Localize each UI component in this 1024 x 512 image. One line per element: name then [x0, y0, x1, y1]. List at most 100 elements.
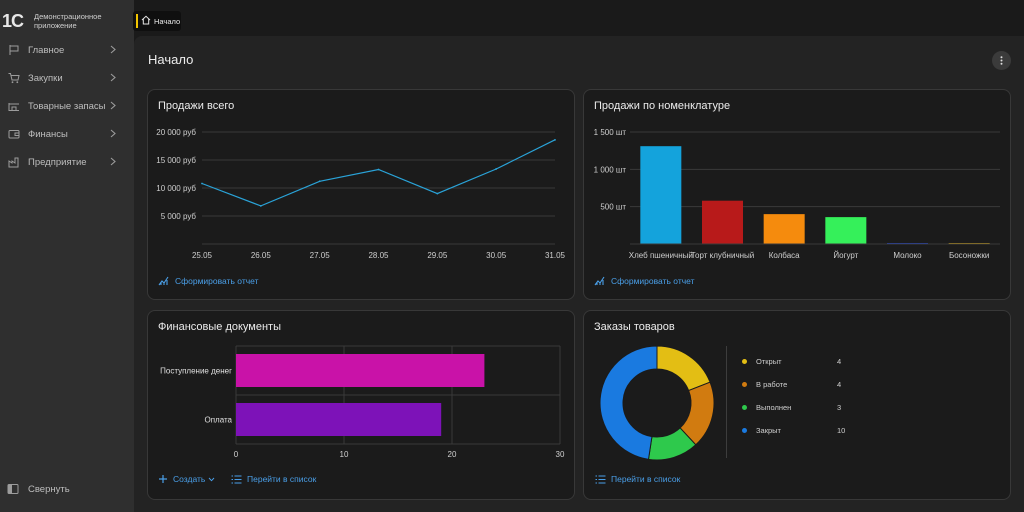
- legend-item[interactable]: Выполнен 3: [740, 396, 850, 419]
- bar: [640, 146, 682, 244]
- legend-color-dot: [742, 382, 747, 387]
- y-tick-label: 500 шт: [600, 203, 626, 212]
- legend-item[interactable]: В работе 4: [740, 373, 850, 396]
- report-icon: [158, 275, 170, 286]
- logo-mark: 1C: [2, 10, 24, 31]
- legend-color-dot: [742, 359, 747, 364]
- x-tick-label: Йогурт: [833, 251, 858, 260]
- sidebar-item-purchases[interactable]: Закупки: [0, 64, 134, 92]
- sidebar-item-finance[interactable]: Финансы: [0, 120, 134, 148]
- sidebar-nav: Главное Закупки Товарные запасы Финансы: [0, 36, 134, 176]
- legend-label: Закрыт: [756, 426, 781, 435]
- warehouse-icon: [7, 99, 21, 113]
- fin-docs-goto-list-link[interactable]: Перейти в список: [231, 474, 316, 484]
- orders-legend: Открыт 4 В работе 4 Выполнен 3 Закрыт 10: [740, 350, 850, 442]
- chevron-right-icon: [110, 45, 116, 57]
- x-tick-label: Хлеб пшеничный: [629, 251, 693, 260]
- chevron-right-icon: [110, 101, 116, 113]
- legend-value: 3: [837, 403, 842, 412]
- x-tick-label: 20: [448, 450, 457, 459]
- series-line: [201, 139, 556, 207]
- link-label: Сформировать отчет: [175, 275, 259, 286]
- card-title: Заказы товаров: [594, 321, 675, 333]
- sidebar-item-label: Закупки: [28, 72, 63, 84]
- chevron-right-icon: [110, 129, 116, 141]
- x-tick-label: 10: [340, 450, 349, 459]
- home-icon: [141, 12, 151, 30]
- tab-home[interactable]: Начало: [133, 11, 181, 31]
- bar: [236, 354, 485, 387]
- card-sales-total: Продажи всего: [147, 89, 575, 300]
- list-icon: [595, 474, 606, 484]
- legend-label: В работе: [756, 380, 788, 389]
- data-point: [259, 205, 262, 207]
- bar: [236, 403, 442, 436]
- sales-items-report-link[interactable]: Сформировать отчет: [594, 275, 694, 286]
- app-name-line1: Демонстрационное: [34, 12, 102, 21]
- legend-color-dot: [742, 405, 747, 410]
- sales-items-chart: 500 шт 1 000 шт 1 500 шт Хлеб пшеничныйТорт…: [594, 128, 1000, 260]
- chevron-down-icon: [208, 477, 215, 482]
- x-tick-label: 27.05: [310, 251, 331, 260]
- data-point: [377, 168, 380, 171]
- legend-color-dot: [742, 428, 747, 433]
- legend-value: 4: [837, 380, 842, 389]
- data-point: [318, 180, 321, 183]
- app-logo[interactable]: 1C Демонстрационное приложение: [0, 8, 102, 34]
- bar: [702, 200, 743, 244]
- data-point: [554, 138, 556, 141]
- sales-total-report-link[interactable]: Сформировать отчет: [158, 275, 258, 286]
- legend-item[interactable]: Открыт 4: [740, 350, 850, 373]
- sidebar-item-label: Предприятие: [28, 156, 87, 168]
- y-tick-label: 15 000 руб: [156, 156, 196, 165]
- sidebar-collapse-icon: [7, 482, 21, 496]
- orders-donut-chart: [599, 345, 715, 461]
- sidebar-item-label: Товарные запасы: [28, 100, 106, 112]
- wallet-icon: [7, 127, 21, 141]
- more-vertical-icon: [1000, 52, 1003, 70]
- legend-divider: [726, 346, 727, 458]
- financial-docs-chart: 0 10 20 30 Поступление денег Оплата: [160, 345, 565, 459]
- collapse-sidebar-button[interactable]: Свернуть: [7, 482, 70, 496]
- link-label: Сформировать отчет: [611, 275, 695, 286]
- cart-icon: [7, 71, 21, 85]
- legend-item[interactable]: Закрыт 10: [740, 419, 850, 442]
- y-tick-label: Поступление денег: [160, 367, 232, 376]
- orders-goto-list-link[interactable]: Перейти в список: [595, 474, 680, 484]
- x-tick-label: 30: [556, 450, 565, 459]
- donut-slice: [656, 345, 711, 392]
- bar: [763, 214, 805, 244]
- collapse-label: Свернуть: [28, 483, 70, 495]
- x-tick-label: 25.05: [192, 251, 213, 260]
- create-label: Создать: [173, 474, 206, 484]
- y-tick-label: Оплата: [204, 416, 232, 425]
- x-tick-label: 26.05: [251, 251, 272, 260]
- y-tick-label: 5 000 руб: [161, 212, 197, 221]
- donut-slice: [599, 345, 658, 460]
- bar: [825, 217, 867, 244]
- more-options-button[interactable]: [992, 51, 1011, 70]
- legend-value: 10: [837, 426, 846, 435]
- chevron-right-icon: [110, 157, 116, 169]
- tab-label: Начало: [154, 16, 181, 26]
- data-point: [436, 192, 439, 195]
- app-name: Демонстрационное приложение: [34, 12, 102, 30]
- create-button[interactable]: Создать: [158, 474, 215, 484]
- app-name-line2: приложение: [34, 21, 77, 30]
- sidebar-item-enterprise[interactable]: Предприятие: [0, 148, 134, 176]
- link-label: Перейти в список: [611, 474, 681, 484]
- sidebar-item-main[interactable]: Главное: [0, 36, 134, 64]
- card-orders: Заказы товаров: [583, 310, 1011, 500]
- plus-icon: [158, 474, 168, 484]
- x-tick-label: 31.05: [545, 251, 566, 260]
- card-title: Финансовые документы: [158, 321, 281, 333]
- sidebar: 1C Демонстрационное приложение Главное З…: [0, 0, 134, 512]
- sidebar-item-inventory[interactable]: Товарные запасы: [0, 92, 134, 120]
- x-tick-label: 30.05: [486, 251, 507, 260]
- sidebar-item-label: Финансы: [28, 128, 68, 140]
- list-icon: [231, 474, 242, 484]
- x-tick-label: Молоко: [893, 251, 922, 260]
- flag-icon: [7, 43, 21, 57]
- factory-icon: [7, 155, 21, 169]
- page-title: Начало: [148, 52, 194, 67]
